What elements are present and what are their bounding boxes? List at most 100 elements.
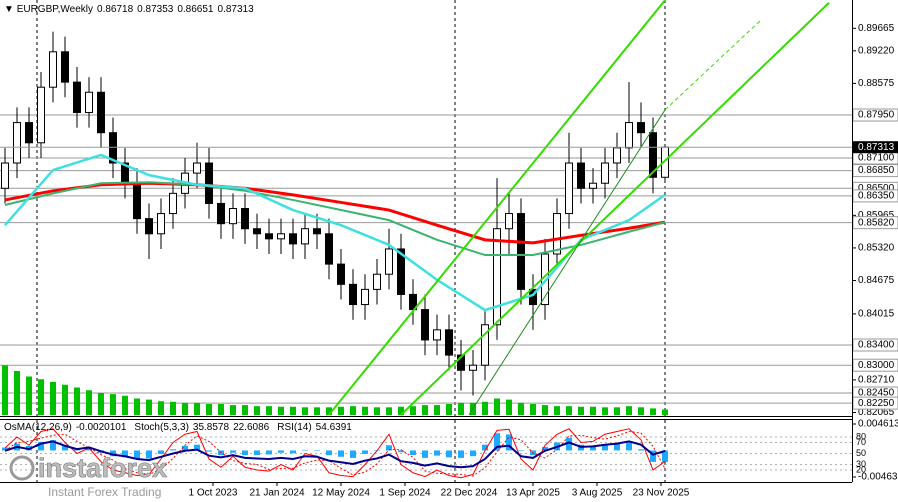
level-label: 0.87100: [858, 153, 895, 164]
volume-bar: [350, 406, 356, 415]
header-icon: ▼: [4, 4, 17, 15]
x-tick-label: 1 Sep 2024: [379, 488, 431, 499]
axes: 0.89665 0.89220 0.88575 0.85965 0.85320 0.846…: [189, 23, 898, 499]
candle-body: [97, 91, 105, 134]
candle-body: [25, 122, 33, 144]
level-label: 0.86500: [858, 183, 895, 194]
y-tick-label: 0.88575: [858, 78, 895, 89]
osma-bar: [194, 444, 200, 451]
volume-bar: [134, 398, 140, 415]
osma-bar: [626, 441, 632, 451]
osma-bar: [446, 450, 452, 458]
osma-bar: [170, 449, 176, 451]
osma-bar: [506, 434, 512, 451]
volume-bar: [206, 404, 212, 415]
volume-bar: [458, 402, 464, 415]
x-tick-label: 21 Jan 2024: [249, 488, 304, 499]
osma-bar: [146, 450, 152, 459]
candle-body: [73, 81, 81, 113]
level-label: 0.86350: [858, 191, 895, 202]
osma-bar: [566, 437, 572, 451]
osma-bar: [338, 450, 344, 457]
y2-tick-label: 80: [856, 431, 866, 441]
y-tick-label: 0.89220: [858, 45, 895, 56]
candle-body: [493, 228, 501, 326]
moving-average: [4, 181, 666, 245]
stoch-main-value: 35.8578: [193, 422, 230, 433]
osma-bar: [602, 444, 608, 451]
candle-body: [481, 324, 489, 366]
y-tick-label: 0.0046135: [858, 419, 898, 430]
volume-bar: [254, 406, 260, 415]
trendline: [664, 19, 762, 111]
volume-bar: [518, 402, 524, 415]
frame: [0, 0, 853, 483]
symbol-title: EURGBP,Weekly: [17, 4, 93, 15]
level-label: 0.82450: [858, 388, 895, 399]
volume-bar: [86, 390, 92, 415]
x-tick-label: 23 Nov 2025: [633, 488, 690, 499]
price-label: 0.87313: [858, 142, 895, 153]
osma-value: -0.0020101: [76, 422, 127, 433]
volume-bar: [614, 407, 620, 415]
candle-body: [445, 329, 453, 356]
candle-body: [613, 147, 621, 164]
osma-bar: [242, 450, 248, 456]
oscillator-header: OsMA(12,26,9) -0.0020101 Stoch(5,3,3) 35.85…: [4, 422, 352, 433]
vertical-grid: [36, 0, 666, 482]
volume-bar: [146, 399, 152, 415]
osma-bar: [50, 440, 56, 451]
osma-bar: [134, 450, 140, 460]
osma-bar: [398, 450, 404, 453]
watermark: instaforex Instant Forex Trading: [9, 453, 167, 499]
volume-bar: [578, 406, 584, 415]
osma-bar: [650, 450, 656, 462]
volume-bar: [626, 406, 632, 415]
volume-bar: [194, 402, 200, 415]
volume-bar: [98, 393, 104, 415]
volume-bar: [530, 404, 536, 415]
candle-body: [637, 122, 645, 134]
osma-bar: [230, 450, 236, 453]
volume-bar: [410, 406, 416, 415]
osma-bar: [62, 444, 68, 451]
osma-bar: [434, 450, 440, 456]
volume-bar: [554, 406, 560, 415]
y-tick-label: -0.004631: [858, 472, 898, 483]
candle-body: [241, 208, 249, 230]
volume-bar: [362, 406, 368, 415]
osma-bar: [278, 450, 284, 453]
volume-bar: [434, 405, 440, 415]
osma-bar: [158, 450, 164, 454]
candle-body: [61, 51, 69, 83]
volume-bar: [242, 405, 248, 415]
candle-body: [193, 162, 201, 174]
header-low: 0.86651: [177, 4, 214, 15]
volume-bar: [278, 406, 284, 415]
brand: instaforex: [38, 453, 167, 483]
level-label: 0.85820: [858, 217, 895, 228]
candle-body: [601, 162, 609, 184]
y2-tick-label: 20: [856, 464, 866, 474]
volume-bar: [290, 406, 296, 415]
stoch-signal: [4, 430, 666, 477]
volume-bar: [302, 407, 308, 415]
volume-bar: [2, 365, 8, 415]
volume-bar: [74, 387, 80, 415]
volume-bar: [422, 405, 428, 415]
osma-bar: [614, 443, 620, 451]
candle-body: [337, 263, 345, 285]
stoch-main: [4, 428, 666, 479]
candle-body: [229, 208, 237, 225]
volume-bar: [638, 407, 644, 415]
y-tick-label: 0.85320: [858, 243, 895, 254]
candle-body: [37, 86, 45, 144]
candle-body: [649, 132, 657, 178]
candle-body: [577, 162, 585, 189]
osma-bar: [518, 450, 524, 451]
oscillator-plot: [0, 428, 852, 479]
osma-bar: [254, 450, 260, 456]
candle-body: [85, 91, 93, 113]
